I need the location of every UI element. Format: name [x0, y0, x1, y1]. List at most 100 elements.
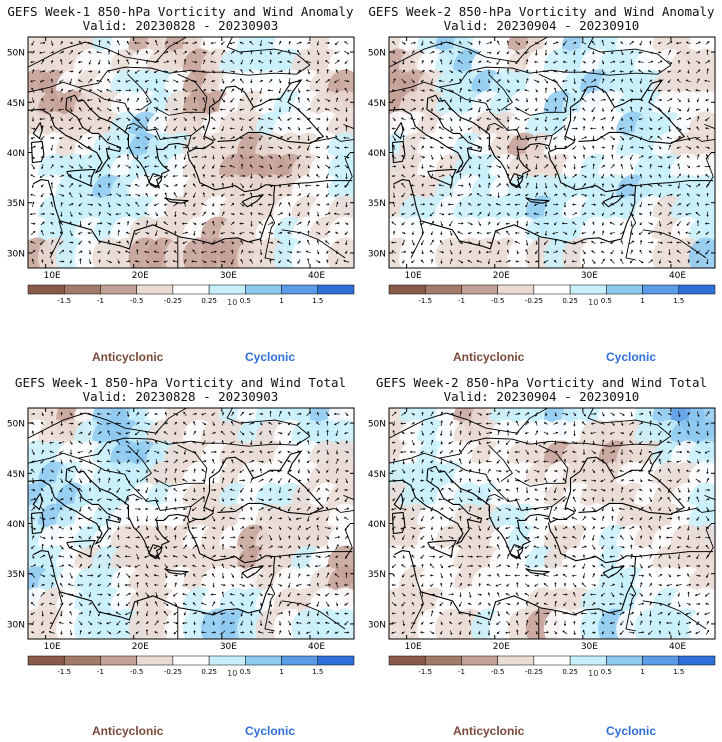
x-tick-label: 20E	[493, 642, 510, 652]
colorbar-segment	[27, 284, 65, 295]
chart-title: GEFS Week-2 850-hPa Vorticity and Wind T…	[375, 375, 708, 390]
vorticity-map: 50N 45N 40N 35N 30N 10E 20E 30E 40E -1.5 -1 -0.5 -0.…	[7, 36, 355, 307]
colorbar-segment	[172, 284, 210, 295]
x-tick-label: 30E	[220, 271, 237, 281]
y-tick-label: 50N	[368, 49, 386, 59]
y-tick-label: 40N	[368, 149, 386, 159]
colorbar-segment	[281, 284, 319, 295]
colorbar-segment	[245, 284, 282, 295]
colorbar-segment	[172, 655, 210, 666]
colorbar-tick-label: 0.5	[240, 668, 251, 676]
colorbar-tick-label: 0.25	[562, 668, 578, 676]
colorbar-segment	[461, 284, 498, 295]
colorbar-segment	[497, 655, 535, 666]
colorbar-tick-label: -1	[97, 297, 104, 305]
x-tick-label: 40E	[308, 642, 325, 652]
colorbar-segment	[533, 655, 571, 666]
panel-week2-total: GEFS Week-2 850-hPa Vorticity and Wind T…	[361, 371, 722, 742]
colorbar-tick-label: -0.25	[525, 668, 543, 676]
chart-title: GEFS Week-1 850-hPa Vorticity and Wind A…	[7, 4, 354, 19]
x-tick-label: 30E	[581, 271, 598, 281]
colorbar-tick-label: 0.5	[601, 668, 612, 676]
colorbar-segment	[27, 655, 65, 666]
colorbar-tick-label: -1.5	[57, 668, 71, 676]
coastlines	[389, 408, 715, 639]
colorbar-segment	[606, 655, 643, 666]
anticyclonic-label: Anticyclonic	[92, 724, 164, 738]
colorbar-segment	[569, 655, 607, 666]
y-tick-label: 40N	[7, 520, 25, 530]
y-tick-label: 40N	[7, 149, 25, 159]
colorbar-tick-label: -1.5	[418, 297, 432, 305]
colorbar-segment	[208, 655, 246, 666]
colorbar-tick-label: -1	[458, 297, 465, 305]
colorbar-tick-label: 1	[640, 668, 644, 676]
colorbar-scale-label: 10	[227, 298, 237, 307]
colorbar-tick-label: -0.5	[130, 297, 144, 305]
x-tick-label: 10E	[44, 271, 61, 281]
colorbar-segment	[678, 284, 716, 295]
colorbar-tick-label: -0.25	[164, 668, 182, 676]
colorbar-segment	[317, 284, 355, 295]
coastlines	[28, 37, 354, 268]
x-tick-label: 40E	[308, 271, 325, 281]
x-tick-label: 30E	[581, 642, 598, 652]
colorbar-segment	[100, 655, 137, 666]
y-tick-label: 50N	[368, 420, 386, 430]
coastlines	[28, 408, 354, 639]
colorbar-segment	[678, 655, 716, 666]
colorbar-tick-label: -0.25	[164, 297, 182, 305]
y-tick-label: 35N	[368, 570, 386, 580]
colorbar-tick-label: 0.5	[601, 297, 612, 305]
y-tick-label: 50N	[7, 49, 25, 59]
panel-week1-anomaly: GEFS Week-1 850-hPa Vorticity and Wind A…	[0, 0, 361, 371]
colorbar-segment	[208, 284, 246, 295]
y-tick-label: 45N	[7, 470, 25, 480]
colorbar-segment	[606, 284, 643, 295]
colorbar-tick-label: 0.5	[240, 297, 251, 305]
vorticity-field	[389, 37, 715, 268]
y-tick-label: 35N	[7, 570, 25, 580]
colorbar-segment	[100, 284, 137, 295]
anticyclonic-label: Anticyclonic	[453, 350, 525, 364]
colorbar-segment	[497, 284, 535, 295]
colorbar-tick-label: -1	[458, 668, 465, 676]
y-tick-label: 30N	[368, 249, 386, 259]
colorbar-segment	[569, 284, 607, 295]
colorbar-tick-label: 1.5	[673, 297, 684, 305]
x-tick-label: 20E	[132, 271, 149, 281]
panel-week2-anomaly: GEFS Week-2 850-hPa Vorticity and Wind A…	[361, 0, 722, 371]
x-tick-label: 10E	[405, 642, 422, 652]
colorbar-scale-label: 10	[588, 669, 598, 678]
wind-vectors	[29, 39, 350, 265]
y-tick-label: 35N	[368, 199, 386, 209]
y-tick-label: 40N	[368, 520, 386, 530]
cyclonic-label: Cyclonic	[606, 724, 657, 738]
chart-subtitle: Valid: 20230828 - 20230903	[82, 389, 279, 404]
colorbar-tick-label: 1	[279, 668, 283, 676]
colorbar-segment	[245, 655, 282, 666]
x-tick-label: 20E	[493, 271, 510, 281]
colorbar-tick-label: -1.5	[57, 297, 71, 305]
anticyclonic-label: Anticyclonic	[92, 350, 164, 364]
colorbar-tick-label: 1.5	[312, 668, 323, 676]
colorbar-segment	[424, 284, 462, 295]
x-tick-label: 40E	[669, 642, 686, 652]
y-tick-label: 45N	[368, 99, 386, 109]
colorbar-segment	[63, 655, 101, 666]
x-tick-label: 10E	[405, 271, 422, 281]
colorbar-tick-label: 1.5	[673, 668, 684, 676]
colorbar-segment	[281, 655, 319, 666]
vorticity-map: 50N 45N 40N 35N 30N 10E 20E 30E 40E -1.5 -1 -0.5 -0.…	[368, 407, 716, 678]
colorbar-segment	[317, 655, 355, 666]
colorbar-tick-label: 1	[640, 297, 644, 305]
colorbar-segment	[136, 655, 174, 666]
cyclonic-label: Cyclonic	[606, 350, 657, 364]
colorbar-tick-label: -1	[97, 668, 104, 676]
colorbar-scale-label: 10	[227, 669, 237, 678]
y-tick-label: 35N	[7, 199, 25, 209]
chart-subtitle: Valid: 20230828 - 20230903	[82, 18, 279, 33]
chart-subtitle: Valid: 20230904 - 20230910	[443, 389, 640, 404]
colorbar-segment	[388, 284, 426, 295]
cyclonic-label: Cyclonic	[245, 350, 296, 364]
